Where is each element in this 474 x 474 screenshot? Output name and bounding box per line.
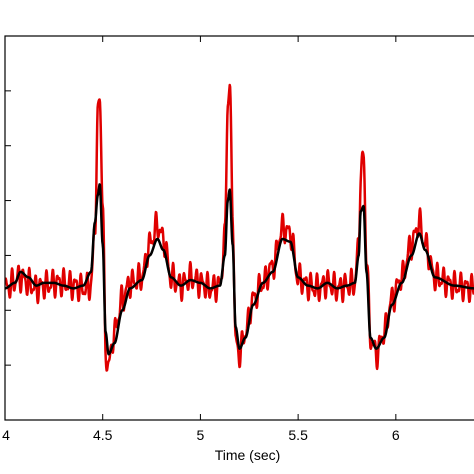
series-layer	[5, 83, 474, 372]
x-tick-label: 4	[2, 427, 10, 443]
x-tick-label: 6	[392, 427, 400, 443]
plot-area	[5, 83, 474, 372]
x-tick-label: 5.5	[288, 427, 308, 443]
axes-frame	[4, 35, 474, 421]
ticks-layer: 4 4.5 5 5.5 6	[2, 36, 400, 443]
series-red-raw	[5, 83, 474, 372]
series-black-filtered	[5, 183, 474, 356]
x-tick-label: 4.5	[93, 427, 113, 443]
x-axis-label: Time (sec)	[215, 447, 281, 463]
x-tick-label: 5	[197, 427, 205, 443]
